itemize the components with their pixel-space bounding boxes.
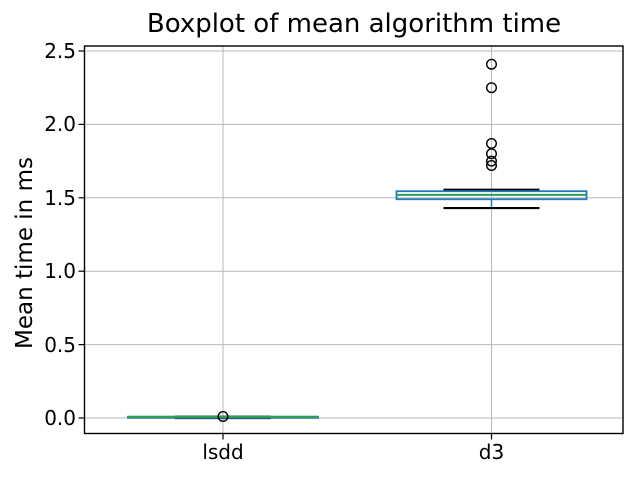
outlier-d3 [486, 160, 498, 172]
outlier-d3 [486, 82, 498, 94]
axes-border [83, 45, 624, 435]
x-tick-label: lsdd [202, 440, 244, 464]
outlier-d3 [486, 155, 498, 167]
y-tick-label: 0.5 [44, 332, 76, 357]
y-tick-label: 0.0 [44, 406, 76, 430]
y-tick-label: 2.5 [44, 39, 76, 63]
y-tick-label: 1.5 [44, 185, 76, 210]
x-tick-label: d3 [478, 440, 505, 464]
y-tick-label: 2.0 [44, 112, 76, 137]
y-tick-label: 1.0 [44, 259, 76, 284]
chart-title: Boxplot of mean algorithm time [146, 9, 562, 39]
outlier-lsdd [217, 411, 229, 423]
outlier-d3 [486, 148, 498, 160]
outlier-d3 [486, 58, 498, 70]
